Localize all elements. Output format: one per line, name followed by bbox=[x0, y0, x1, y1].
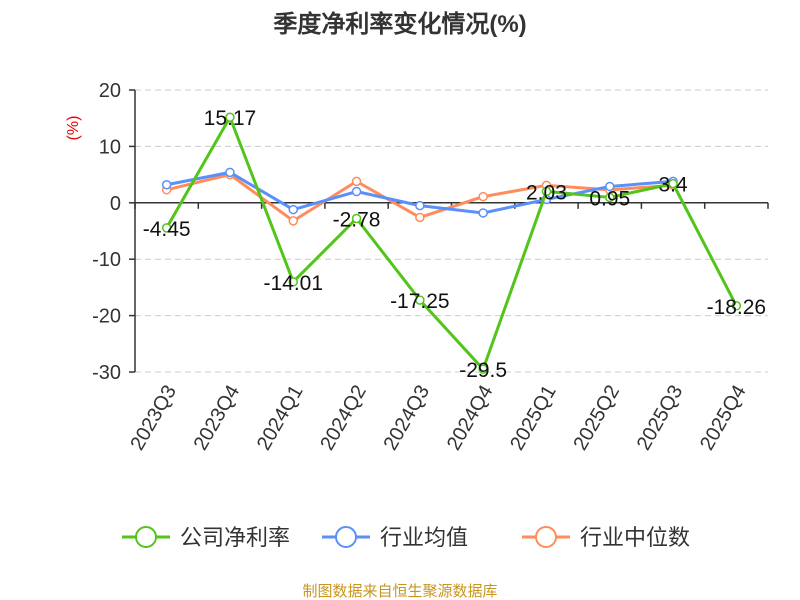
y-axis-label: (%) bbox=[65, 116, 82, 141]
x-tick-label: 2025Q1 bbox=[506, 382, 561, 455]
data-point bbox=[541, 186, 552, 197]
legend-label: 公司净利率 bbox=[180, 525, 290, 550]
data-point bbox=[225, 167, 235, 178]
x-tick-label: 2024Q2 bbox=[316, 382, 371, 455]
y-tick-label: -30 bbox=[92, 362, 121, 384]
data-point bbox=[668, 178, 678, 189]
y-tick-label: 10 bbox=[99, 136, 121, 158]
data-point bbox=[161, 180, 172, 190]
data-label: 15.17 bbox=[204, 107, 257, 130]
data-point bbox=[161, 223, 172, 233]
data-label: -29.5 bbox=[459, 359, 507, 382]
x-tick-label: 2024Q4 bbox=[443, 382, 498, 455]
data-label: 2.03 bbox=[526, 181, 567, 204]
data-label: -14.01 bbox=[263, 272, 323, 295]
x-tick-label: 2023Q3 bbox=[126, 382, 181, 455]
data-point bbox=[415, 295, 425, 305]
data-point bbox=[351, 176, 362, 187]
x-tick-label: 2025Q3 bbox=[633, 382, 688, 455]
data-point bbox=[351, 186, 362, 197]
data-point bbox=[605, 192, 615, 203]
data-point bbox=[415, 212, 425, 223]
data-point bbox=[605, 181, 615, 192]
data-label: 3.4 bbox=[658, 174, 688, 197]
data-label: -17.25 bbox=[390, 290, 450, 313]
x-tick-label: 2025Q2 bbox=[569, 382, 624, 455]
legend-marker-icon bbox=[135, 526, 157, 548]
data-point bbox=[288, 204, 298, 215]
y-tick-label: 0 bbox=[110, 193, 121, 215]
data-point bbox=[288, 277, 298, 287]
legend-label: 行业中位数 bbox=[580, 525, 690, 550]
data-label: -18.26 bbox=[707, 296, 767, 319]
data-point bbox=[478, 191, 488, 202]
data-label: -4.45 bbox=[143, 218, 191, 241]
x-tick-label: 2024Q1 bbox=[253, 382, 308, 455]
data-point bbox=[478, 364, 488, 374]
chart-title: 季度净利率变化情况(%) bbox=[273, 10, 526, 38]
legend-marker-icon bbox=[535, 526, 557, 548]
y-tick-label: -10 bbox=[92, 249, 121, 271]
legend-marker-icon bbox=[335, 526, 357, 548]
y-tick-label: -20 bbox=[92, 306, 121, 328]
x-tick-label: 2023Q4 bbox=[190, 382, 245, 455]
data-point bbox=[415, 200, 425, 211]
data-point bbox=[225, 112, 235, 122]
series-line bbox=[165, 115, 738, 371]
y-tick-label: 20 bbox=[99, 80, 121, 102]
legend-label: 行业均值 bbox=[380, 525, 468, 550]
x-tick-label: 2025Q4 bbox=[696, 382, 751, 455]
data-point bbox=[351, 213, 362, 224]
data-label: 0.95 bbox=[589, 187, 630, 210]
data-point bbox=[731, 301, 742, 311]
data-point bbox=[288, 216, 298, 226]
data-label: -2.78 bbox=[333, 208, 381, 231]
data-point bbox=[478, 208, 488, 218]
x-tick-label: 2024Q3 bbox=[380, 382, 435, 455]
footer-source: 制图数据来自恒生聚源数据库 bbox=[302, 583, 497, 600]
